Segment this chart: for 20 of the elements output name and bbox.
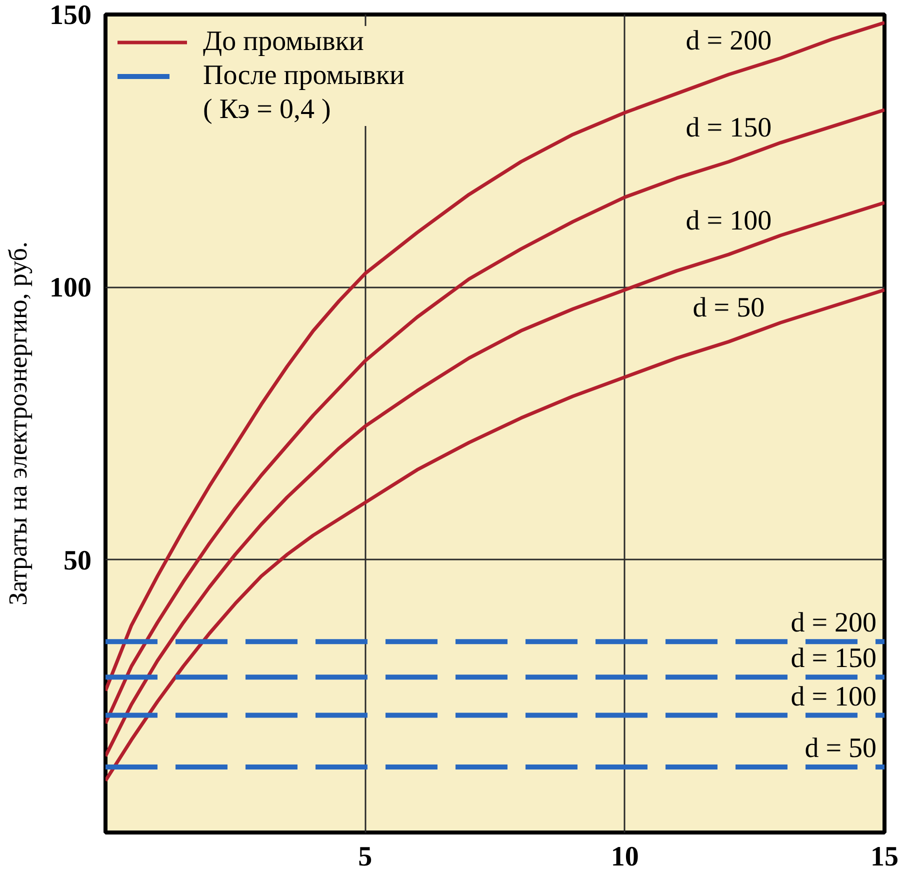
series-label: d = 150 xyxy=(686,112,772,144)
y-axis-title: Затраты на электроэнергию, руб. xyxy=(4,242,32,606)
annotation: До промывки xyxy=(203,26,364,58)
series-label: d = 200 xyxy=(790,608,877,639)
annotation: После промывки xyxy=(203,60,405,92)
annotation: ( Кэ = 0,4 ) xyxy=(203,94,331,126)
series-label: d = 50 xyxy=(692,292,765,324)
x-tick-label: 15 xyxy=(870,842,898,872)
series-label: d = 150 xyxy=(790,643,877,674)
x-tick-label: 10 xyxy=(610,842,639,872)
series-label: d = 200 xyxy=(686,25,772,56)
series-label: d = 100 xyxy=(790,681,877,712)
y-tick-label: 150 xyxy=(50,0,92,31)
x-tick-label: 5 xyxy=(358,842,372,872)
y-tick-label: 50 xyxy=(64,545,92,576)
line-series xyxy=(106,288,884,782)
series-label: d = 100 xyxy=(686,205,772,236)
y-tick-label: 100 xyxy=(50,272,92,304)
series-label: d = 50 xyxy=(804,733,877,764)
line-series xyxy=(106,200,884,758)
